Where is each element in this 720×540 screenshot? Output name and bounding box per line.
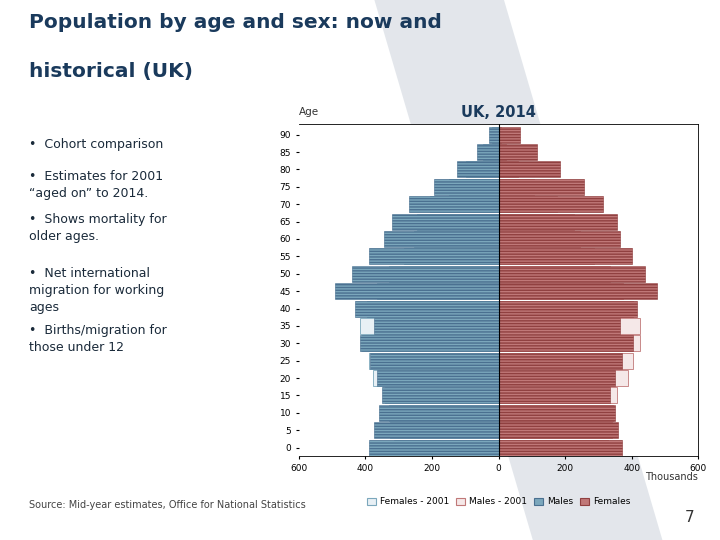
Bar [394,440,498,456]
Bar [492,127,498,143]
Bar [433,179,498,195]
Bar [498,248,593,265]
Text: •  Estimates for 2001
“aged on” to 2014.: • Estimates for 2001 “aged on” to 2014. [29,170,163,200]
Bar [409,196,498,212]
Bar [370,353,498,369]
Bar [367,300,498,316]
Bar [498,214,574,230]
Bar [390,422,498,438]
Bar [336,283,498,299]
Bar [361,318,498,334]
Bar [374,422,498,438]
Text: historical (UK): historical (UK) [29,62,193,81]
Bar [498,440,622,456]
Bar [498,214,617,230]
Bar [498,318,640,334]
Bar [498,144,537,160]
Bar [374,318,498,334]
Bar [498,127,521,143]
Bar [382,387,498,403]
Bar [498,300,636,316]
Bar [498,283,657,299]
Title: UK, 2014: UK, 2014 [462,105,536,120]
Bar [498,387,617,403]
Bar [498,370,629,386]
Bar [498,161,518,178]
Bar [417,214,498,230]
Bar [369,440,498,456]
Text: Population by age and sex: now and: Population by age and sex: now and [29,14,441,32]
Bar [498,422,612,438]
Bar [404,248,498,265]
Text: •  Cohort comparison: • Cohort comparison [29,138,163,151]
Text: 7: 7 [685,510,695,525]
Polygon shape [374,0,662,540]
Text: Source: Mid-year estimates, Office for National Statistics: Source: Mid-year estimates, Office for N… [29,500,305,510]
Bar [477,144,498,160]
Bar [389,405,498,421]
Bar [373,370,498,386]
Bar [498,144,506,160]
Bar [498,300,634,316]
Bar [356,300,498,316]
Bar [431,196,498,212]
Bar [498,231,580,247]
Bar [498,335,634,352]
Bar [498,266,610,282]
Text: •  Net international
migration for working
ages: • Net international migration for workin… [29,267,164,314]
Bar [498,387,610,403]
Bar [498,440,608,456]
Bar [498,335,640,352]
Bar [362,335,498,352]
Text: •  Births/migration for
those under 12: • Births/migration for those under 12 [29,324,166,354]
Bar [414,231,498,247]
Bar [392,214,498,230]
Bar [498,248,632,265]
Bar [498,318,620,334]
Bar [498,196,557,212]
Bar [490,127,498,143]
Bar [449,179,498,195]
Bar [498,353,634,369]
Bar [361,335,498,352]
Bar [498,405,613,421]
Bar [498,422,618,438]
Bar [498,283,624,299]
Bar [498,179,583,195]
Bar [498,266,645,282]
Bar [498,353,622,369]
Bar [498,179,534,195]
Bar [498,127,501,143]
Text: Age: Age [299,107,319,117]
Bar [379,405,498,421]
Bar [389,266,498,282]
Bar [352,266,498,282]
Bar [466,161,498,178]
Bar [498,405,615,421]
Bar [369,353,498,369]
Legend: Females - 2001, Males - 2001, Males, Females: Females - 2001, Males - 2001, Males, Fem… [364,494,634,510]
Bar [498,370,615,386]
Text: •  Shows mortality for
older ages.: • Shows mortality for older ages. [29,213,166,244]
Bar [377,370,498,386]
Bar [457,161,498,178]
Bar [498,161,560,178]
Bar [482,144,498,160]
Bar [384,231,498,247]
Text: Thousands: Thousands [646,472,698,482]
Bar [385,387,498,403]
Bar [498,231,620,247]
Bar [498,196,603,212]
Bar [377,283,498,299]
Bar [369,248,498,265]
